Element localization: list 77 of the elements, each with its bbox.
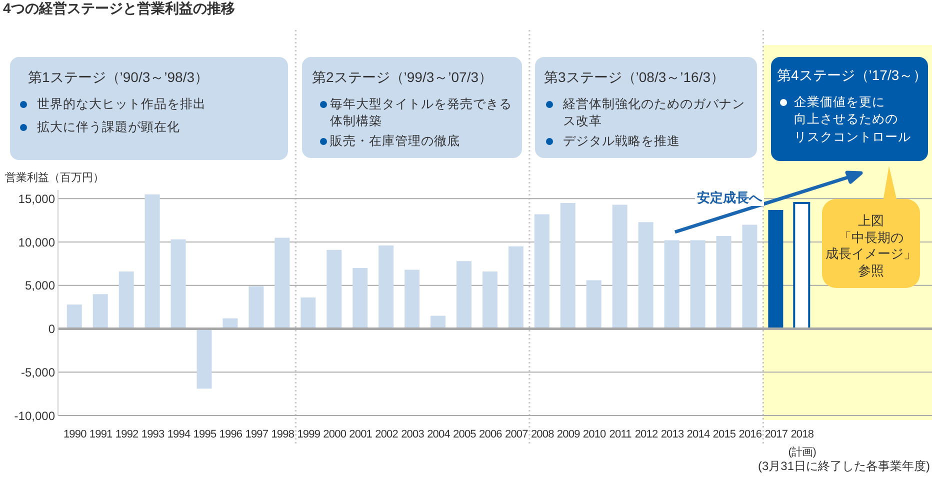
bar: [456, 261, 472, 329]
bar: [274, 238, 290, 329]
x-tick-label: 2009: [556, 428, 580, 440]
text: 世界的な大ヒット作品を排出: [37, 96, 206, 113]
x-tick-label: 2008: [530, 428, 554, 440]
y-tick-label: -10,000: [14, 408, 56, 423]
x-tick-label: 2006: [479, 428, 502, 440]
bar: [716, 236, 732, 329]
text: デジタル戦略を推進: [563, 133, 680, 150]
x-tick-label: 2016: [738, 428, 762, 440]
bar: [508, 246, 524, 329]
bar: [92, 294, 108, 329]
x-tick-label: 2014: [686, 428, 710, 440]
x-tick-label: 2013: [660, 428, 684, 440]
x-tick-label: 1993: [141, 428, 165, 440]
text: 第2ステージ（’99/3～’07/3）: [312, 68, 493, 86]
y-tick-label: 15,000: [18, 192, 56, 206]
x-tick-label: 2015: [712, 428, 736, 440]
bar: [742, 224, 758, 329]
text: 第4ステージ（’17/3～）: [777, 66, 928, 84]
bar: [534, 214, 550, 329]
bar: [248, 286, 264, 329]
y-tick-label: 0: [48, 322, 56, 336]
bar: [768, 210, 784, 329]
y-axis-title: 営業利益（百万円）: [5, 171, 104, 186]
x-tick-label: 1995: [193, 428, 216, 440]
y-tick-label: 10,000: [18, 235, 56, 250]
text: 企業価値を更に向上させるためのリスクコントロール: [794, 94, 911, 146]
x-tick-label: 1990: [63, 428, 87, 440]
x-tick-label: 1994: [167, 428, 190, 440]
bar: [300, 298, 316, 329]
x-tick-label: 2018 (計画): [788, 428, 816, 458]
x-tick-label: 2003: [401, 428, 424, 440]
bar: [196, 328, 212, 389]
bar: [326, 250, 342, 329]
text: 毎年大型タイトルを発売できる体制構築: [330, 96, 512, 130]
x-tick-label: 1999: [297, 428, 320, 440]
bar: [586, 280, 602, 329]
x-tick-label: 1998: [271, 428, 294, 440]
x-tick-label: 2012: [634, 428, 658, 440]
text: 第3ステージ（’08/3～’16/3）: [544, 68, 725, 86]
x-tick-label: 2002: [375, 428, 398, 440]
x-tick-label: 2004: [427, 428, 450, 440]
text: 経営体制強化のためのガバナンス改革: [563, 96, 745, 130]
bar: [664, 240, 680, 329]
x-tick-label: 2000: [323, 428, 346, 440]
x-axis-title: (3月31日に終了した各事業年度): [758, 458, 930, 474]
bar: [378, 246, 394, 329]
x-tick-label: 2001: [349, 428, 372, 440]
bar: [170, 239, 186, 329]
x-tick-label: 1997: [245, 428, 268, 440]
bar: [560, 203, 576, 329]
bar: [482, 272, 498, 329]
bar: [144, 194, 160, 329]
bar: [638, 222, 654, 329]
bar: [612, 204, 628, 329]
x-tick-label: 2007: [504, 428, 528, 440]
annotation: 安定成長へ: [695, 189, 764, 206]
text: 販売・在庫管理の徹底: [330, 133, 460, 150]
bar: [404, 270, 420, 329]
annotation: 上図「中長期の成長イメージ」参照: [824, 213, 918, 280]
x-tick-label: 2017: [764, 428, 788, 440]
y-tick-label: -5,000: [20, 365, 56, 380]
x-tick-label: 1991: [89, 428, 113, 440]
x-tick-label: 1992: [115, 428, 139, 440]
bar: [118, 272, 134, 329]
bar: [66, 304, 82, 329]
bar: [352, 268, 368, 329]
chart-title: 4つの経営ステージと営業利益の推移: [3, 0, 235, 16]
x-tick-label: 1996: [219, 428, 242, 440]
text: 拡大に伴う課題が顕在化: [37, 119, 180, 136]
text: 第1ステージ（’90/3～’98/3）: [28, 68, 209, 86]
x-tick-label: 2010: [582, 428, 606, 440]
x-tick-label: 2011: [609, 428, 632, 440]
y-tick-label: 5,000: [24, 278, 56, 293]
bar: [690, 240, 706, 329]
x-tick-label: 2005: [453, 428, 476, 440]
